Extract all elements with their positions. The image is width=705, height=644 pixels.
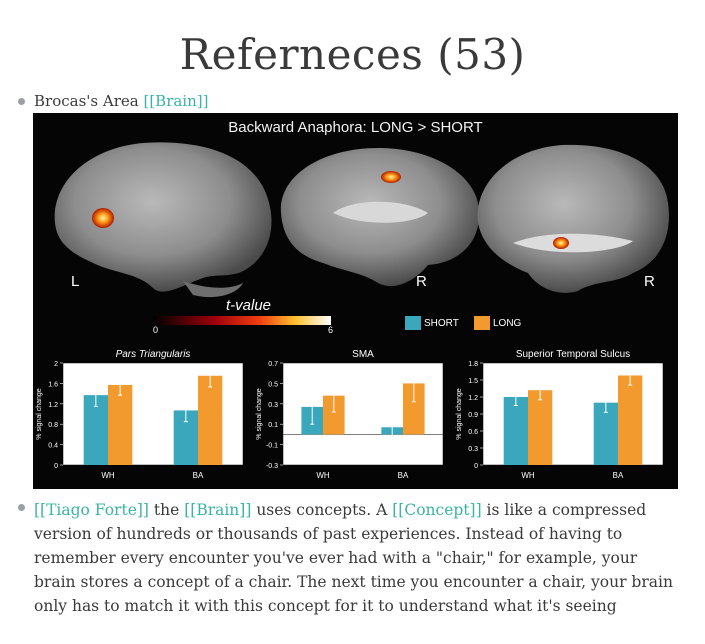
y-tick-label: 0.5 bbox=[268, 381, 278, 388]
bar bbox=[403, 383, 425, 435]
bar bbox=[528, 390, 553, 465]
y-tick-label: 1.6 bbox=[48, 381, 58, 388]
page-title: Referneces (53) bbox=[179, 30, 526, 79]
y-tick-label: 0 bbox=[54, 463, 58, 470]
brain-link[interactable]: [[Brain]] bbox=[143, 92, 209, 110]
paragraph-text: the bbox=[148, 501, 185, 519]
y-tick-label: -0.3 bbox=[266, 463, 278, 470]
y-tick-label: 0.6 bbox=[468, 429, 478, 436]
legend-label-short: SHORT bbox=[424, 318, 459, 329]
x-tick-label: BA bbox=[613, 471, 624, 480]
colorbar bbox=[153, 316, 331, 325]
y-tick-label: 1.5 bbox=[468, 378, 478, 385]
colorbar-min: 0 bbox=[153, 325, 159, 335]
y-tick-label: 2 bbox=[54, 361, 58, 368]
figure-title: Backward Anaphora: LONG > SHORT bbox=[228, 119, 483, 136]
bar bbox=[198, 375, 223, 465]
y-axis-label: % signal change bbox=[256, 388, 263, 439]
bar bbox=[323, 395, 345, 435]
colorbar-label: t-value bbox=[226, 297, 272, 314]
x-tick-label: BA bbox=[193, 471, 204, 480]
y-tick-label: 1.2 bbox=[468, 395, 478, 402]
x-tick-label: WH bbox=[101, 471, 115, 480]
y-tick-label: 1.2 bbox=[48, 402, 58, 409]
y-tick-label: 0.9 bbox=[468, 412, 478, 419]
y-tick-label: 0.7 bbox=[268, 361, 278, 368]
y-tick-label: 0.3 bbox=[268, 402, 278, 409]
brain-label: R bbox=[416, 273, 427, 290]
brain-illustration bbox=[54, 142, 669, 330]
chart-title: Superior Temporal Sulcus bbox=[516, 349, 630, 360]
y-tick-label: 1.8 bbox=[468, 361, 478, 368]
paragraph-text: uses concepts. A bbox=[251, 501, 393, 519]
bar bbox=[108, 384, 133, 465]
y-axis-label: % signal change bbox=[456, 388, 463, 439]
x-tick-label: WH bbox=[316, 471, 330, 480]
brain-figure: Backward Anaphora: LONG > SHORT bbox=[33, 113, 678, 489]
chart-title: SMA bbox=[352, 349, 374, 360]
list-item: Brocas's Area [[Brain]] bbox=[34, 92, 208, 110]
y-tick-label: 0.1 bbox=[268, 422, 278, 429]
colorbar-max: 6 bbox=[328, 325, 334, 335]
y-axis-label: % signal change bbox=[36, 388, 43, 439]
paragraph-text: is like a compressed version of hundreds… bbox=[34, 501, 673, 615]
activation-blob bbox=[553, 237, 569, 249]
bar-charts: Pars Triangularis 0 0.4 0.8 1.2 1.6 2 % signal … bbox=[36, 349, 664, 480]
y-tick-label: 0.4 bbox=[48, 443, 58, 450]
legend-label-long: LONG bbox=[493, 318, 522, 329]
list-bullet bbox=[18, 504, 25, 511]
item-text: Brocas's Area bbox=[34, 92, 139, 110]
brain-label: L bbox=[71, 273, 80, 290]
concept-link[interactable]: [[Concept]] bbox=[392, 501, 482, 519]
list-item: [[Tiago Forte]] the [[Brain]] uses conce… bbox=[34, 498, 674, 618]
x-tick-label: BA bbox=[398, 471, 409, 480]
right-hemisphere-lateral bbox=[477, 144, 669, 293]
brain-label: R bbox=[644, 273, 655, 290]
y-tick-label: 0 bbox=[474, 463, 478, 470]
left-hemisphere-lateral bbox=[54, 142, 272, 292]
bar bbox=[618, 375, 643, 465]
bar bbox=[593, 402, 618, 465]
chart-title: Pars Triangularis bbox=[116, 349, 191, 360]
legend-swatch-short bbox=[405, 316, 421, 330]
legend-swatch-long bbox=[474, 316, 490, 330]
bar bbox=[503, 397, 528, 465]
activation-blob bbox=[92, 208, 114, 228]
activation-blob bbox=[381, 171, 401, 183]
y-tick-label: -0.1 bbox=[266, 443, 278, 450]
tiago-forte-link[interactable]: [[Tiago Forte]] bbox=[34, 501, 149, 519]
x-tick-label: WH bbox=[521, 471, 535, 480]
y-tick-label: 0.8 bbox=[48, 422, 58, 429]
y-tick-label: 0.3 bbox=[468, 446, 478, 453]
brain-link[interactable]: [[Brain]] bbox=[184, 501, 252, 519]
list-bullet bbox=[18, 98, 25, 105]
